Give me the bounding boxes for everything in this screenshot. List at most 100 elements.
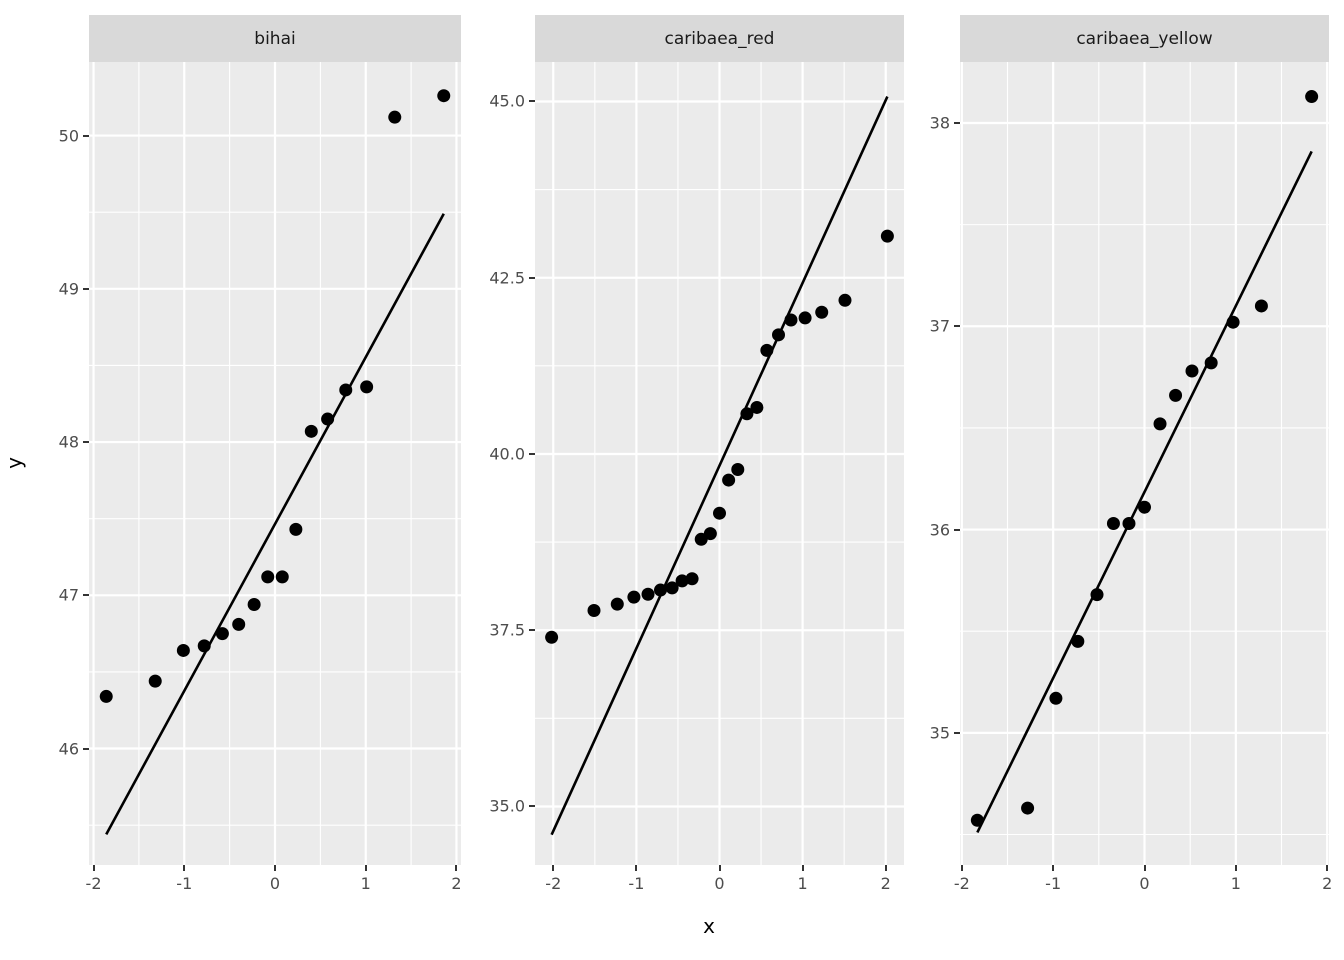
x-tick-label: -2 bbox=[85, 874, 102, 893]
data-point bbox=[545, 630, 559, 644]
panel-caribaea-yellow bbox=[960, 62, 1329, 865]
data-point bbox=[627, 590, 641, 604]
y-tick-mark bbox=[529, 276, 535, 279]
data-point bbox=[1122, 516, 1136, 530]
data-points bbox=[99, 89, 451, 703]
x-tick-mark bbox=[274, 865, 276, 871]
y-tick-mark bbox=[954, 731, 960, 734]
x-tick-label: 1 bbox=[1230, 874, 1241, 893]
data-point bbox=[665, 581, 679, 595]
y-tick-mark bbox=[954, 325, 960, 328]
facet-strip-label: bihai bbox=[254, 28, 296, 49]
qq-line bbox=[105, 213, 445, 835]
x-tick-label: 0 bbox=[1139, 874, 1150, 893]
panel-caribaea-red bbox=[535, 62, 904, 865]
x-tick-label: 0 bbox=[714, 874, 725, 893]
y-tick-label: 45.0 bbox=[489, 91, 525, 111]
y-tick-label: 37.5 bbox=[489, 620, 525, 640]
facet-strip-label: caribaea_yellow bbox=[1076, 28, 1213, 49]
facet-strip-caribaea-red: caribaea_red bbox=[535, 15, 904, 62]
y-tick-mark bbox=[529, 452, 535, 455]
data-point bbox=[1049, 691, 1063, 705]
data-point bbox=[760, 343, 774, 357]
grid-major bbox=[535, 62, 904, 865]
data-point bbox=[388, 110, 402, 124]
facet-plot-area bbox=[960, 62, 1329, 865]
y-tick-label: 50 bbox=[58, 126, 79, 146]
data-point bbox=[740, 407, 754, 421]
data-point bbox=[784, 313, 798, 327]
x-tick-mark bbox=[960, 865, 963, 871]
data-point bbox=[1169, 388, 1183, 402]
y-tick-mark bbox=[83, 594, 89, 597]
data-point bbox=[1021, 801, 1035, 815]
x-tick-label: 1 bbox=[360, 874, 371, 893]
data-point bbox=[304, 424, 318, 438]
y-tick-mark bbox=[83, 747, 89, 750]
panel-bihai bbox=[89, 62, 461, 865]
data-point bbox=[176, 643, 190, 657]
data-point bbox=[1138, 500, 1151, 514]
y-tick-label: 47 bbox=[58, 585, 79, 605]
x-tick-mark bbox=[92, 865, 95, 871]
x-tick-mark bbox=[801, 865, 804, 871]
data-point bbox=[232, 617, 246, 631]
data-point bbox=[247, 597, 261, 611]
x-tick-mark bbox=[552, 865, 555, 871]
data-point bbox=[798, 311, 812, 325]
data-point bbox=[713, 506, 726, 520]
y-tick-label: 35 bbox=[929, 723, 950, 743]
x-tick-label: -1 bbox=[628, 874, 645, 893]
data-point bbox=[1071, 634, 1085, 648]
grid-major bbox=[89, 62, 461, 865]
y-tick-mark bbox=[529, 100, 535, 103]
data-point bbox=[1254, 299, 1268, 313]
x-axis-title: x bbox=[703, 914, 715, 938]
x-tick-label: -2 bbox=[545, 874, 562, 893]
data-point bbox=[610, 597, 624, 611]
data-point bbox=[215, 627, 229, 641]
data-point bbox=[321, 412, 335, 426]
data-point bbox=[685, 572, 699, 586]
data-point bbox=[148, 674, 162, 688]
data-points bbox=[970, 90, 1319, 827]
data-point bbox=[880, 229, 894, 243]
y-tick-label: 49 bbox=[58, 279, 79, 299]
data-point bbox=[437, 89, 451, 103]
data-point bbox=[653, 583, 667, 597]
data-point bbox=[703, 527, 717, 541]
data-point bbox=[970, 813, 984, 827]
x-tick-label: -1 bbox=[176, 874, 193, 893]
y-tick-mark bbox=[529, 629, 535, 632]
data-points bbox=[545, 229, 894, 644]
facet-strip-caribaea-yellow: caribaea_yellow bbox=[960, 15, 1329, 62]
data-point bbox=[1090, 588, 1104, 602]
y-tick-label: 35.0 bbox=[489, 796, 525, 816]
data-point bbox=[722, 473, 736, 487]
y-tick-label: 48 bbox=[58, 432, 79, 452]
y-tick-label: 42.5 bbox=[489, 268, 525, 288]
x-tick-label: -1 bbox=[1045, 874, 1062, 893]
data-point bbox=[641, 587, 655, 601]
y-tick-mark bbox=[954, 121, 960, 124]
data-point bbox=[675, 574, 689, 588]
y-tick-label: 36 bbox=[929, 520, 950, 540]
facet-plot-area bbox=[89, 62, 461, 865]
data-point bbox=[339, 383, 353, 397]
data-point bbox=[275, 570, 289, 584]
y-tick-mark bbox=[83, 287, 89, 290]
data-point bbox=[1106, 516, 1120, 530]
data-point bbox=[289, 522, 303, 536]
data-point bbox=[731, 462, 745, 476]
data-point bbox=[772, 328, 786, 342]
data-point bbox=[261, 570, 275, 584]
y-tick-mark bbox=[954, 528, 960, 531]
facet-strip-label: caribaea_red bbox=[664, 28, 775, 49]
x-tick-mark bbox=[455, 865, 458, 871]
y-tick-label: 38 bbox=[929, 113, 950, 133]
x-tick-mark bbox=[1052, 865, 1055, 871]
y-axis-title: y bbox=[2, 457, 26, 469]
data-point bbox=[750, 400, 764, 414]
x-tick-mark bbox=[884, 865, 887, 871]
